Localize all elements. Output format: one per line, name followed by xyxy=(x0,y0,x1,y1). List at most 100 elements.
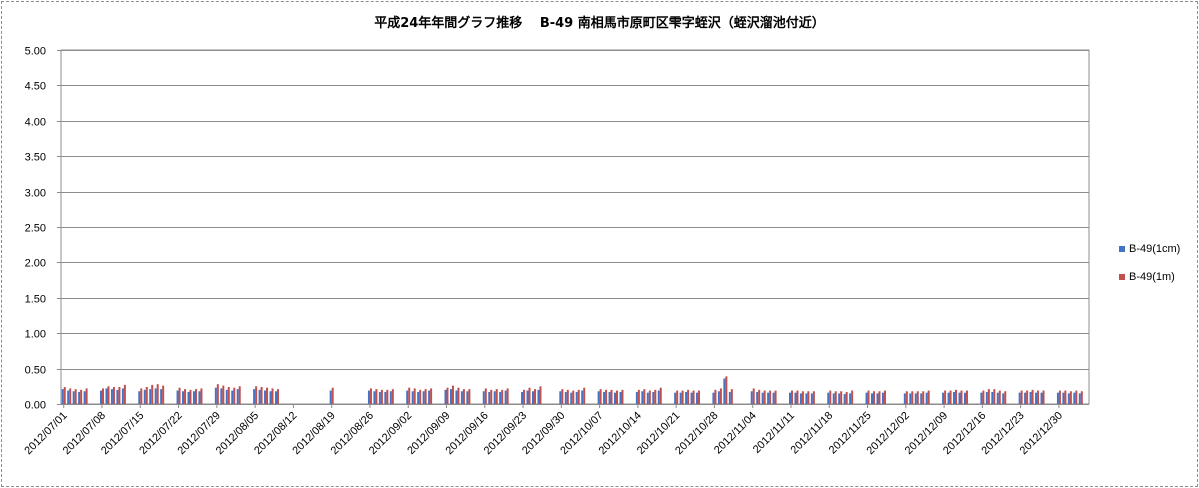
bar-1cm xyxy=(832,393,835,404)
bar-1m xyxy=(1004,391,1007,404)
bar-1cm xyxy=(761,392,764,404)
bar-1m xyxy=(162,385,165,404)
bar-1m xyxy=(233,387,236,404)
bar-1m xyxy=(659,387,662,404)
bar-1m xyxy=(495,389,498,404)
bar-1m xyxy=(998,390,1001,404)
bar-1cm xyxy=(220,388,223,404)
bar-1cm xyxy=(1062,392,1065,404)
bar-1m xyxy=(610,389,613,404)
bar-1cm xyxy=(652,391,655,404)
bar-1cm xyxy=(493,391,496,404)
bar-1cm xyxy=(881,392,884,404)
bar-1m xyxy=(484,388,487,404)
bar-1m xyxy=(408,387,411,404)
bar-1m xyxy=(851,390,854,404)
bar-1cm xyxy=(1078,393,1081,404)
bar-1cm xyxy=(843,394,846,404)
bar-1m xyxy=(178,387,181,404)
bar-1cm xyxy=(619,391,622,404)
bar-1cm xyxy=(236,389,239,404)
bar-1m xyxy=(883,390,886,404)
bar-1cm xyxy=(121,388,124,404)
bar-1m xyxy=(276,389,279,404)
bar-1m xyxy=(1080,391,1083,404)
y-tick-label: 2.50 xyxy=(25,223,46,235)
bar-1m xyxy=(1031,389,1034,404)
bar-1cm xyxy=(788,392,791,404)
y-tick-label: 4.50 xyxy=(25,81,46,93)
bar-1m xyxy=(993,389,996,404)
bar-1m xyxy=(637,389,640,404)
bar-1cm xyxy=(657,390,660,404)
bar-1m xyxy=(927,390,930,404)
bar-1m xyxy=(829,390,832,404)
legend-swatch-1m xyxy=(1119,274,1125,280)
bar-1m xyxy=(949,390,952,404)
bar-1cm xyxy=(756,391,759,404)
bar-1cm xyxy=(608,391,611,404)
bar-1m xyxy=(643,389,646,404)
bar-1m xyxy=(676,390,679,404)
bar-1cm xyxy=(942,392,945,404)
bar-1cm xyxy=(160,389,163,404)
bar-1cm xyxy=(581,390,584,404)
bar-1cm xyxy=(1073,392,1076,404)
legend: B-49(1cm) B-49(1m) xyxy=(1119,241,1180,297)
bar-1m xyxy=(533,389,536,404)
bar-1m xyxy=(916,391,919,404)
bar-1cm xyxy=(417,391,420,404)
bar-1cm xyxy=(504,390,507,404)
bar-1cm xyxy=(635,391,638,404)
bar-1cm xyxy=(799,393,802,404)
bar-1m xyxy=(873,391,876,404)
bar-1m xyxy=(200,388,203,404)
bar-1cm xyxy=(428,390,431,404)
bar-1m xyxy=(758,389,761,404)
bar-1cm xyxy=(253,389,256,404)
y-tick-label: 2.00 xyxy=(25,258,46,270)
bar-1cm xyxy=(865,392,868,404)
bar-1m xyxy=(266,387,269,404)
bar-1m xyxy=(616,390,619,404)
bar-1cm xyxy=(690,392,693,404)
bar-1cm xyxy=(521,391,524,404)
legend-item-1cm: B-49(1cm) xyxy=(1119,241,1180,257)
bar-1cm xyxy=(83,391,86,404)
bar-1cm xyxy=(274,391,277,404)
bar-1m xyxy=(462,389,465,404)
bar-1cm xyxy=(269,391,272,404)
bar-1cm xyxy=(903,393,906,404)
bar-1cm xyxy=(925,392,928,404)
bar-1m xyxy=(796,390,799,404)
bar-1m xyxy=(145,387,148,404)
bar-1cm xyxy=(876,393,879,404)
bar-1m xyxy=(621,389,624,404)
bar-1m xyxy=(714,389,717,404)
bar-1m xyxy=(194,389,197,404)
bar-1cm xyxy=(767,392,770,404)
bar-1cm xyxy=(466,391,469,404)
bar-1m xyxy=(184,389,187,404)
bar-1cm xyxy=(963,392,966,404)
bar-1m xyxy=(763,390,766,404)
bar-1cm xyxy=(685,391,688,404)
bar-1cm xyxy=(996,392,999,404)
bar-1cm xyxy=(258,389,261,404)
bar-1m xyxy=(944,390,947,404)
bar-1m xyxy=(369,388,372,404)
bar-1m xyxy=(1020,390,1023,404)
bar-1m xyxy=(391,389,394,404)
bar-1m xyxy=(260,387,263,404)
bar-1m xyxy=(380,389,383,404)
bar-1m xyxy=(719,388,722,404)
bar-1m xyxy=(965,390,968,404)
bar-1m xyxy=(867,390,870,404)
bar-1m xyxy=(501,389,504,404)
bar-1cm xyxy=(100,390,103,404)
bar-1m xyxy=(911,391,914,404)
bar-1cm xyxy=(61,389,64,404)
y-tick-label: 3.50 xyxy=(25,152,46,164)
bar-1m xyxy=(1069,391,1072,404)
bar-1m xyxy=(807,391,810,404)
